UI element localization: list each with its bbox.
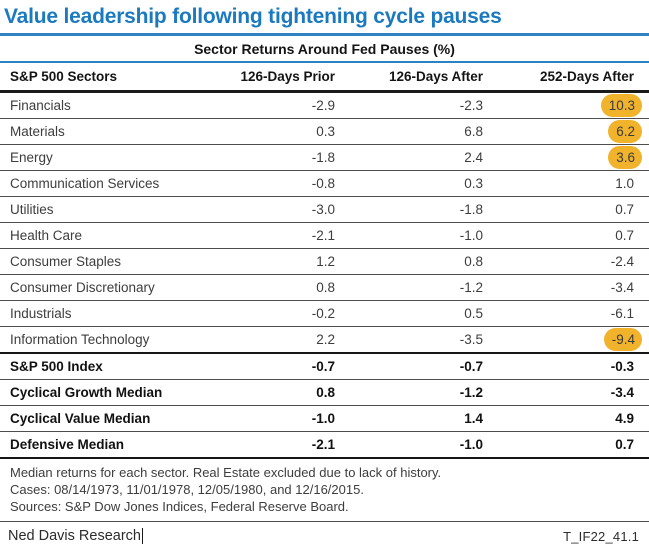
value-cell: -1.2 (459, 280, 483, 295)
value-cell: -1.8 (459, 202, 483, 217)
table-row: Cyclical Value Median -1.0 1.4 4.9 (0, 406, 649, 432)
value-cell: -1.2 (459, 385, 483, 400)
sector-name-cell: S&P 500 Index (10, 359, 103, 374)
value-cell: -2.3 (459, 98, 483, 113)
table-row: Consumer Discretionary 0.8 -1.2 -3.4 (0, 275, 649, 301)
value-cell: 0.8 (464, 254, 483, 269)
value-cell: -1.0 (459, 437, 483, 452)
sector-name-cell: Materials (10, 124, 65, 139)
value-cell: 3.6 (483, 145, 649, 171)
sector-name-cell: Consumer Staples (10, 254, 122, 269)
sector-returns-table: S&P 500 Sectors 126-Days Prior 126-Days … (0, 63, 649, 459)
value-cell: 1.2 (316, 254, 335, 269)
value-cell: -2.4 (610, 254, 634, 269)
table-row: Information Technology 2.2 -3.5 -9.4 (0, 327, 649, 354)
table-row: Industrials -0.2 0.5 -6.1 (0, 301, 649, 327)
value-cell: -9.4 (483, 327, 649, 354)
sector-name-cell: Cyclical Value Median (10, 411, 151, 426)
value-cell: -3.4 (610, 385, 634, 400)
table-subtitle: Sector Returns Around Fed Pauses (%) (194, 41, 455, 57)
page-title: Value leadership following tightening cy… (4, 5, 502, 28)
value-cell: -3.5 (459, 332, 483, 347)
table-row: Utilities -3.0 -1.8 0.7 (0, 197, 649, 223)
logo-cursor-bar (141, 528, 144, 544)
value-cell: -2.9 (311, 98, 335, 113)
sector-name-cell: Energy (10, 150, 53, 165)
table-header-row: S&P 500 Sectors 126-Days Prior 126-Days … (0, 63, 649, 93)
value-cell: -3.0 (311, 202, 335, 217)
highlight-bubble: 6.2 (608, 120, 642, 143)
value-cell: -1.0 (459, 228, 483, 243)
column-header-126-prior: 126-Days Prior (180, 63, 335, 93)
subtitle-divider (0, 61, 649, 63)
sector-name-cell: Information Technology (10, 332, 150, 347)
value-cell: 10.3 (483, 92, 649, 119)
highlight-bubble: 3.6 (608, 146, 642, 169)
column-header-126-after: 126-Days After (335, 63, 483, 93)
footer-divider (0, 521, 649, 522)
title-divider (0, 33, 649, 36)
sector-name-cell: Health Care (10, 228, 83, 243)
value-cell: 0.8 (316, 280, 335, 295)
value-cell: 1.0 (615, 176, 634, 191)
sector-name-cell: Industrials (10, 306, 72, 321)
value-cell: 1.4 (464, 411, 483, 426)
footnote-line: Sources: S&P Dow Jones Indices, Federal … (10, 499, 349, 514)
value-cell: -2.1 (311, 228, 335, 243)
sector-name-cell: Defensive Median (10, 437, 125, 452)
value-cell: 0.3 (464, 176, 483, 191)
value-cell: 6.8 (464, 124, 483, 139)
value-cell: 4.9 (615, 411, 634, 426)
value-cell: -0.8 (311, 176, 335, 191)
value-cell: -0.7 (311, 359, 335, 374)
table-row: Defensive Median -2.1 -1.0 0.7 (0, 432, 649, 458)
value-cell: 0.8 (316, 385, 335, 400)
highlight-bubble: 10.3 (600, 94, 642, 117)
value-cell: -3.4 (610, 280, 634, 295)
value-cell: -1.8 (311, 150, 335, 165)
value-cell: -0.7 (459, 359, 483, 374)
table-row: S&P 500 Index -0.7 -0.7 -0.3 (0, 353, 649, 380)
value-cell: 0.7 (615, 437, 634, 452)
brand-logo: Ned Davis Research (8, 528, 144, 544)
footnote-line: Median returns for each sector. Real Est… (10, 465, 442, 480)
chart-id-label: T_IF22_41.1 (563, 528, 639, 544)
footnotes-block: Median returns for each sector. Real Est… (0, 459, 649, 521)
value-cell: -6.1 (610, 306, 634, 321)
footnote-line: Cases: 08/14/1973, 11/01/1978, 12/05/198… (10, 482, 364, 497)
table-row: Cyclical Growth Median 0.8 -1.2 -3.4 (0, 380, 649, 406)
table-row: Consumer Staples 1.2 0.8 -2.4 (0, 249, 649, 275)
sector-name-cell: Utilities (10, 202, 54, 217)
value-cell: -0.3 (610, 359, 634, 374)
value-cell: -1.0 (311, 411, 335, 426)
brand-name: Ned Davis Research (8, 528, 141, 544)
table-row: Health Care -2.1 -1.0 0.7 (0, 223, 649, 249)
value-cell: -2.1 (311, 437, 335, 452)
value-cell: 0.5 (464, 306, 483, 321)
sector-name-cell: Communication Services (10, 176, 160, 191)
table-row: Financials -2.9 -2.3 10.3 (0, 92, 649, 119)
value-cell: 2.2 (316, 332, 335, 347)
value-cell: 2.4 (464, 150, 483, 165)
column-header-sectors: S&P 500 Sectors (0, 63, 180, 93)
highlight-bubble: -9.4 (603, 328, 642, 351)
table-row: Communication Services -0.8 0.3 1.0 (0, 171, 649, 197)
value-cell: -0.2 (311, 306, 335, 321)
footer-bar: Ned Davis Research T_IF22_41.1 (0, 522, 649, 549)
value-cell: 6.2 (483, 119, 649, 145)
value-cell: 0.7 (615, 228, 634, 243)
column-header-252-after: 252-Days After (483, 63, 649, 93)
sector-name-cell: Cyclical Growth Median (10, 385, 163, 400)
sector-name-cell: Financials (10, 98, 71, 113)
table-row: Materials 0.3 6.8 6.2 (0, 119, 649, 145)
value-cell: 0.3 (316, 124, 335, 139)
table-row: Energy -1.8 2.4 3.6 (0, 145, 649, 171)
sector-name-cell: Consumer Discretionary (10, 280, 155, 295)
value-cell: 0.7 (615, 202, 634, 217)
